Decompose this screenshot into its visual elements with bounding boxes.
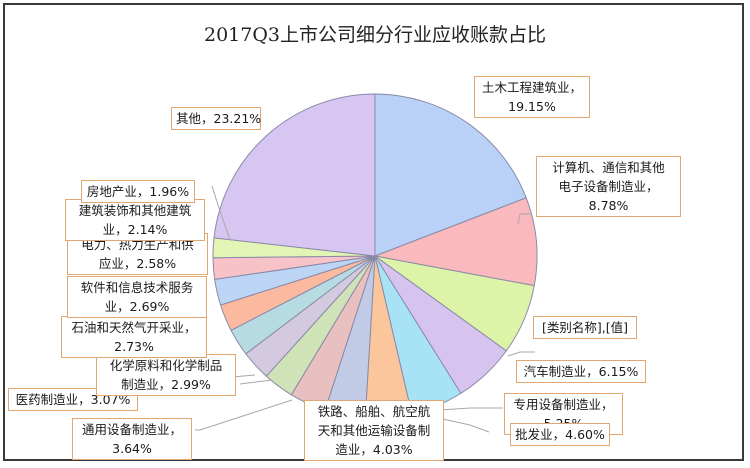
pie-slices (212, 93, 538, 419)
label-other: 其他，23.21% (171, 107, 261, 130)
pie-slice (373, 197, 538, 287)
label-computer-electronics: 计算机、通信和其他 电子设备制造业， 8.78% (536, 156, 681, 217)
label-real-estate: 房地产业，1.96% (81, 180, 195, 203)
label-wholesale: 批发业，4.60% (510, 423, 610, 446)
label-general-equipment: 通用设备制造业， 3.64% (72, 418, 192, 460)
label-transport-equipment: 铁路、船舶、航空航 天和其他运输设备制 造业，4.03% (304, 400, 444, 461)
label-auto-manufacturing: 汽车制造业，6.15% (516, 360, 646, 383)
pie-slice (374, 93, 527, 257)
pie-slice (213, 93, 376, 257)
chart-title: 2017Q3上市公司细分行业应收账款占比 (203, 24, 547, 46)
label-civil-engineering: 土木工程建筑业， 19.15% (474, 76, 590, 118)
label-oil-gas: 石油和天然气开采业， 2.73% (61, 316, 207, 358)
label-chemical: 化学原料和化学制品 制造业，2.99% (96, 354, 236, 396)
label-building-decoration: 建筑装饰和其他建筑 业，2.14% (65, 199, 205, 241)
label-placeholder-category: [类别名称],[值] (533, 316, 637, 339)
label-software: 软件和信息技术服务 业，2.69% (67, 276, 207, 318)
